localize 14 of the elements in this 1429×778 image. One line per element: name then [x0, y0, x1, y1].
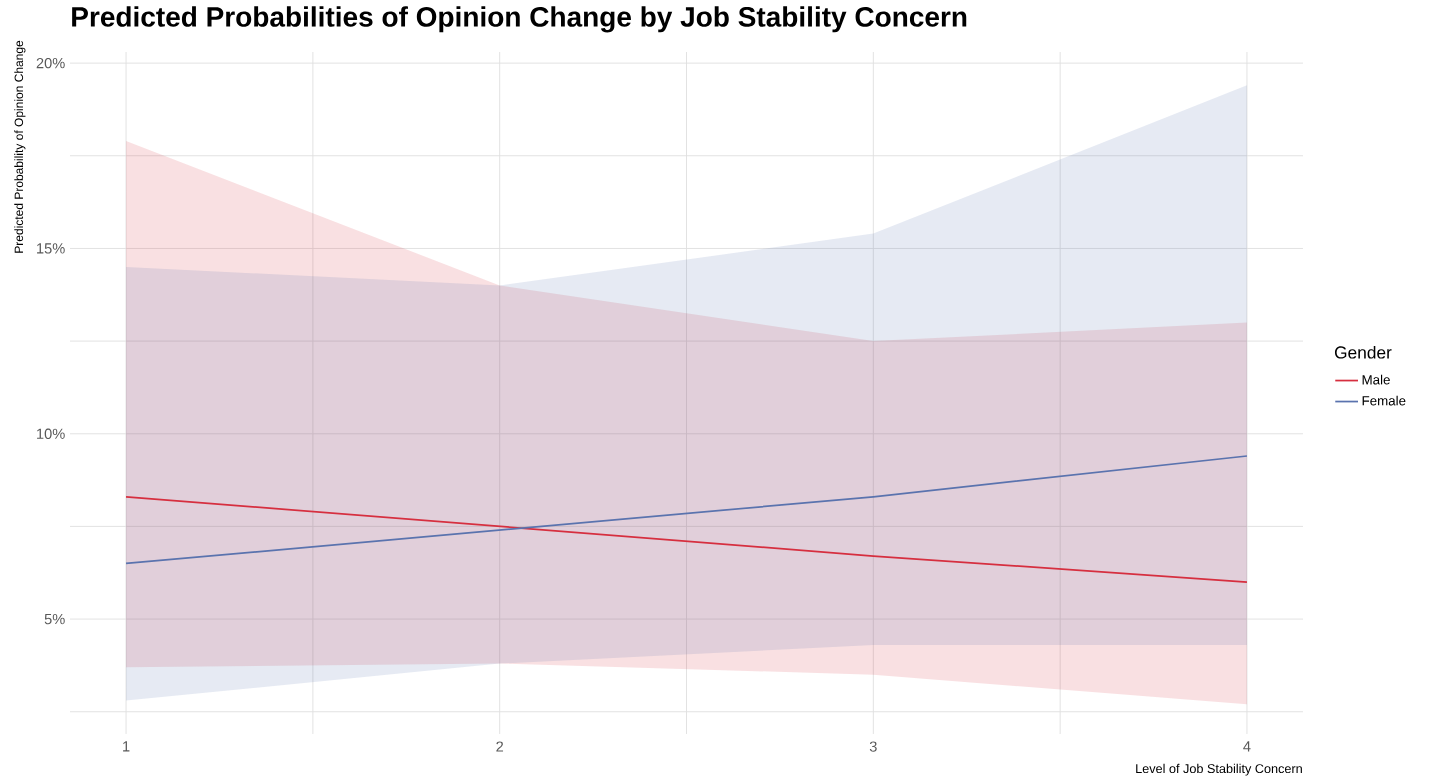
chart-title: Predicted Probabilities of Opinion Change by Job Stability Concern — [72, 6, 967, 33]
legend-label: Female — [1362, 395, 1406, 406]
y-axis-title: Predicted Probability of Opinion Change — [14, 40, 26, 253]
x-axis-title: Level of Job Stability Concern — [1136, 763, 1302, 776]
x-tick-label: 1 — [123, 741, 130, 752]
legend-label: Male — [1362, 374, 1390, 385]
x-tick-label: 4 — [1243, 741, 1251, 752]
y-tick-label: 5% — [44, 613, 65, 625]
y-tick-label: 20% — [36, 57, 65, 69]
x-tick-label: 3 — [869, 741, 877, 752]
legend-title: Gender — [1334, 345, 1392, 359]
y-tick-label: 15% — [37, 243, 65, 254]
y-tick-label: 10% — [37, 428, 65, 439]
x-tick-label: 2 — [496, 741, 504, 752]
